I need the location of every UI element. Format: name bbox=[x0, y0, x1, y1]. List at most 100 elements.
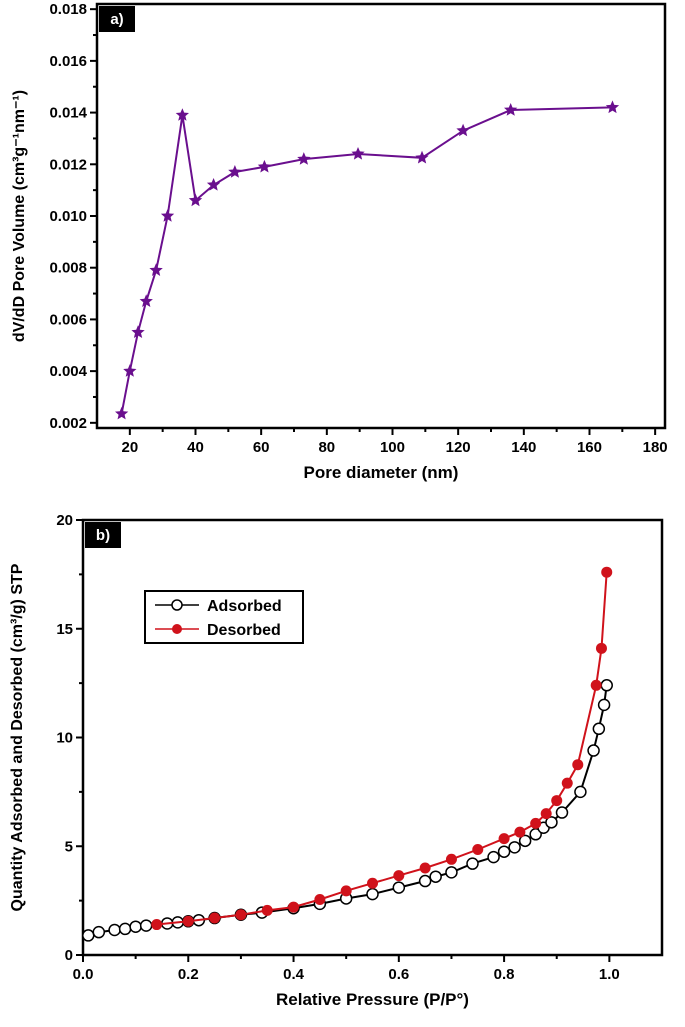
data-point-adsorbed bbox=[429, 870, 442, 883]
data-point-desorbed bbox=[419, 862, 431, 874]
x-tick-label: 120 bbox=[446, 439, 471, 456]
data-point-adsorbed bbox=[545, 816, 558, 829]
y-axis-label: dV/dD Pore Volume (cm³g⁻¹nm⁻¹) bbox=[11, 90, 28, 342]
x-tick-label: 0.0 bbox=[73, 966, 94, 983]
y-tick-label: 20 bbox=[56, 512, 73, 529]
series-line bbox=[120, 106, 613, 414]
data-point-desorbed bbox=[288, 901, 300, 913]
x-tick-label: 100 bbox=[380, 439, 405, 456]
x-tick-label: 20 bbox=[121, 439, 138, 456]
y-tick-label: 0.006 bbox=[49, 311, 87, 328]
legend-box bbox=[144, 590, 304, 644]
y-tick-label: 0.012 bbox=[49, 156, 87, 173]
data-point-star bbox=[297, 152, 311, 165]
panel-label-box bbox=[99, 6, 135, 32]
data-point-adsorbed bbox=[487, 850, 500, 864]
data-point-star bbox=[139, 294, 153, 307]
data-point-adsorbed bbox=[392, 881, 406, 894]
data-point-desorbed bbox=[151, 919, 163, 931]
data-point-desorbed bbox=[530, 817, 542, 829]
y-tick-label: 10 bbox=[56, 730, 73, 747]
data-point-desorbed bbox=[261, 904, 273, 916]
data-point-star bbox=[115, 406, 129, 420]
panel-label-box bbox=[85, 522, 121, 548]
data-point-desorbed bbox=[561, 777, 573, 789]
x-tick-label: 0.2 bbox=[178, 966, 199, 983]
legend-label: Desorbed bbox=[207, 622, 281, 639]
data-point-desorbed bbox=[601, 566, 613, 578]
data-point-star bbox=[504, 103, 518, 116]
y-tick-label: 0.014 bbox=[49, 105, 87, 122]
x-tick-label: 60 bbox=[253, 439, 270, 456]
data-point-desorbed bbox=[472, 844, 484, 856]
panel-label: a) bbox=[110, 11, 123, 28]
data-point-star bbox=[605, 100, 620, 114]
legend-label: Adsorbed bbox=[207, 598, 282, 615]
chart-a: 20 40 60 80 100 120 140 160 180 0.002 0.004 0.006 0.… bbox=[11, 1, 668, 482]
data-point-desorbed bbox=[551, 795, 563, 807]
x-tick-label: 1.0 bbox=[599, 966, 620, 983]
data-point-desorbed bbox=[590, 679, 602, 691]
x-tick-label: 0.4 bbox=[283, 966, 305, 983]
data-point-adsorbed bbox=[466, 857, 479, 870]
data-point-desorbed bbox=[209, 912, 221, 924]
data-point-adsorbed bbox=[445, 866, 458, 879]
data-point-star bbox=[175, 108, 189, 121]
data-point-star bbox=[206, 178, 221, 191]
data-point-adsorbed bbox=[597, 698, 611, 712]
y-tick-label: 0.010 bbox=[49, 208, 87, 225]
data-point-desorbed bbox=[540, 808, 552, 820]
x-tick-label: 0.6 bbox=[388, 966, 409, 983]
data-point-adsorbed bbox=[600, 679, 613, 692]
data-point-desorbed bbox=[514, 826, 526, 838]
legend: Adsorbed Desorbed bbox=[144, 590, 304, 644]
x-tick-label: 40 bbox=[187, 439, 204, 456]
data-point-adsorbed bbox=[366, 887, 379, 901]
data-point-star bbox=[351, 147, 365, 160]
data-point-star bbox=[257, 159, 272, 173]
x-tick-label: 0.8 bbox=[494, 966, 515, 983]
data-point-star bbox=[149, 263, 163, 276]
data-point-adsorbed bbox=[518, 834, 532, 848]
data-point-star bbox=[131, 325, 145, 338]
data-point-adsorbed bbox=[497, 845, 511, 858]
data-point-adsorbed bbox=[587, 744, 600, 757]
x-tick-label: 140 bbox=[511, 439, 536, 456]
data-point-adsorbed bbox=[92, 925, 106, 939]
y-tick-label: 0.002 bbox=[49, 415, 87, 432]
legend-marker bbox=[171, 599, 183, 611]
data-point-desorbed bbox=[445, 853, 457, 865]
data-point-desorbed bbox=[367, 877, 378, 889]
y-tick-label: 0.016 bbox=[49, 53, 87, 70]
y-tick-label: 0.018 bbox=[49, 1, 87, 18]
data-point-desorbed bbox=[182, 915, 194, 927]
data-point-adsorbed bbox=[118, 922, 132, 936]
y-tick-label: 0 bbox=[65, 947, 73, 964]
data-point-star bbox=[123, 364, 137, 377]
data-point-adsorbed bbox=[139, 919, 153, 932]
data-point-star bbox=[160, 209, 175, 222]
plot-frame bbox=[95, 2, 667, 430]
data-point-adsorbed bbox=[82, 929, 95, 942]
y-tick-label: 15 bbox=[56, 621, 73, 638]
data-point-desorbed bbox=[572, 759, 584, 771]
legend-marker bbox=[172, 624, 182, 634]
data-point-adsorbed bbox=[129, 920, 142, 933]
y-tick-label: 0.004 bbox=[49, 363, 87, 380]
data-point-adsorbed bbox=[592, 722, 606, 736]
panel-label: b) bbox=[96, 527, 110, 544]
data-point-adsorbed bbox=[555, 806, 569, 819]
x-tick-label: 80 bbox=[318, 439, 335, 456]
data-point-desorbed bbox=[340, 885, 352, 897]
data-point-adsorbed bbox=[108, 923, 121, 937]
data-point-star bbox=[188, 193, 203, 207]
data-point-desorbed bbox=[393, 870, 405, 882]
x-tick-label: 180 bbox=[643, 439, 668, 456]
data-point-adsorbed bbox=[418, 874, 432, 888]
y-tick-label: 0.008 bbox=[49, 260, 87, 277]
y-tick-label: 5 bbox=[65, 838, 73, 855]
data-point-desorbed bbox=[498, 833, 510, 845]
x-axis-label: Relative Pressure (P/P°) bbox=[276, 990, 469, 1009]
chart-b: 0.0 0.2 0.4 0.6 0.8 1.0 0 5 10 15 20 Relative Press… bbox=[9, 512, 664, 1009]
